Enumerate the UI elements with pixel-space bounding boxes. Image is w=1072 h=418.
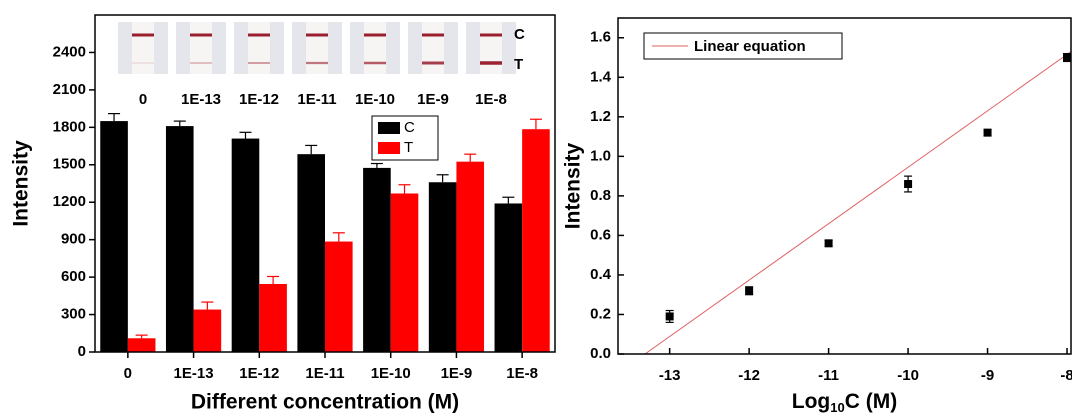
bar <box>165 126 194 353</box>
point <box>824 239 833 248</box>
x-axis-label-part: 10 <box>830 400 844 415</box>
point <box>983 128 992 137</box>
x-tick-label: -9 <box>981 367 994 384</box>
y-tick-label: 1.0 <box>590 147 611 164</box>
inset-label: 1E-8 <box>475 91 507 108</box>
x-tick-label: 1E-10 <box>371 365 411 382</box>
y-tick-label: 1.2 <box>590 108 611 125</box>
bar <box>297 154 325 352</box>
plot-frame <box>617 17 1072 355</box>
bar <box>494 203 523 352</box>
x-tick-label: 1E-8 <box>506 365 538 382</box>
fit-line <box>644 51 1072 355</box>
y-axis-label: Intensity <box>562 143 585 230</box>
y-tick-label: 1500 <box>53 156 86 173</box>
y-tick-label: 900 <box>61 231 86 248</box>
legend-label: T <box>404 139 413 156</box>
inset-label: 1E-11 <box>297 91 336 108</box>
y-tick-label: 300 <box>61 306 86 323</box>
x-tick-label: -12 <box>738 367 760 384</box>
bar <box>363 167 391 352</box>
strip <box>364 22 386 74</box>
y-tick-label: 0.6 <box>590 226 611 243</box>
bar <box>325 241 353 352</box>
strip <box>248 22 270 74</box>
y-tick-label: 0.2 <box>590 305 611 322</box>
error-bar <box>135 334 148 339</box>
x-axis-label: Log10C (M) <box>792 390 897 416</box>
y-tick-label: 1.6 <box>590 29 611 46</box>
x-tick-label: 1E-12 <box>239 365 279 382</box>
bar <box>231 138 260 352</box>
inset-label: 0 <box>139 91 147 108</box>
y-tick-label: 600 <box>61 268 86 285</box>
bar <box>428 182 457 352</box>
inset-label: 1E-12 <box>239 91 279 108</box>
strip <box>422 22 444 74</box>
y-tick-label: 1800 <box>53 118 86 135</box>
error-bar <box>201 301 214 310</box>
legend-label: C <box>404 119 415 136</box>
y-tick-label: 2400 <box>53 43 86 60</box>
x-axis-label-part: Log <box>792 390 830 413</box>
bar <box>193 309 222 352</box>
strip <box>480 22 502 74</box>
inset-line-label: C <box>514 26 525 43</box>
strip <box>306 22 328 74</box>
inset-label: 1E-10 <box>355 91 395 108</box>
legend-box <box>371 115 439 161</box>
error-bar <box>464 153 477 162</box>
error-bar <box>398 184 411 194</box>
legend-label: Linear equation <box>694 38 806 55</box>
y-axis-label: Intensity <box>10 140 33 227</box>
error-bar <box>305 144 318 155</box>
error-bar <box>108 113 121 122</box>
x-tick-label: 0 <box>124 365 132 382</box>
point <box>1063 53 1072 62</box>
error-bar <box>173 120 186 127</box>
bar <box>456 161 485 352</box>
inset-label: 1E-9 <box>417 91 449 108</box>
strip <box>190 22 212 74</box>
error-bar <box>370 162 383 168</box>
point <box>745 286 754 295</box>
bar <box>127 338 156 352</box>
legend-swatch <box>378 142 400 154</box>
x-axis-label-part: C (M) <box>845 390 897 413</box>
x-tick-label: -11 <box>818 367 839 384</box>
error-bar <box>436 174 449 183</box>
x-tick-label: 1E-13 <box>174 365 214 382</box>
error-bar <box>529 118 542 130</box>
error-bar <box>332 232 345 242</box>
point <box>904 180 913 189</box>
plot-frame <box>94 14 556 353</box>
y-tick-label: 0.0 <box>590 345 611 362</box>
bar <box>259 283 287 352</box>
bar <box>522 129 550 352</box>
x-tick-label: -10 <box>897 367 919 384</box>
point <box>665 312 674 321</box>
x-tick-label: -8 <box>1060 367 1072 384</box>
error-bar <box>502 196 515 204</box>
inset-label: 1E-13 <box>181 91 221 108</box>
y-tick-label: 1200 <box>53 193 86 210</box>
x-axis-label: Different concentration (M) <box>191 391 459 414</box>
inset-line-label: T <box>514 56 523 73</box>
bar <box>100 121 128 352</box>
x-tick-label: -13 <box>659 367 681 384</box>
y-tick-label: 0.4 <box>590 266 612 283</box>
y-tick-label: 0.8 <box>590 187 611 204</box>
strip <box>132 22 154 74</box>
legend-swatch <box>378 122 400 134</box>
bar <box>390 193 419 352</box>
error-bar <box>267 275 280 284</box>
error-bar <box>239 131 252 139</box>
y-tick-label: 0 <box>78 343 86 360</box>
x-tick-label: 1E-11 <box>305 365 344 382</box>
x-tick-label: 1E-9 <box>441 365 473 382</box>
y-tick-label: 2100 <box>53 81 86 98</box>
y-tick-label: 1.4 <box>590 68 612 85</box>
